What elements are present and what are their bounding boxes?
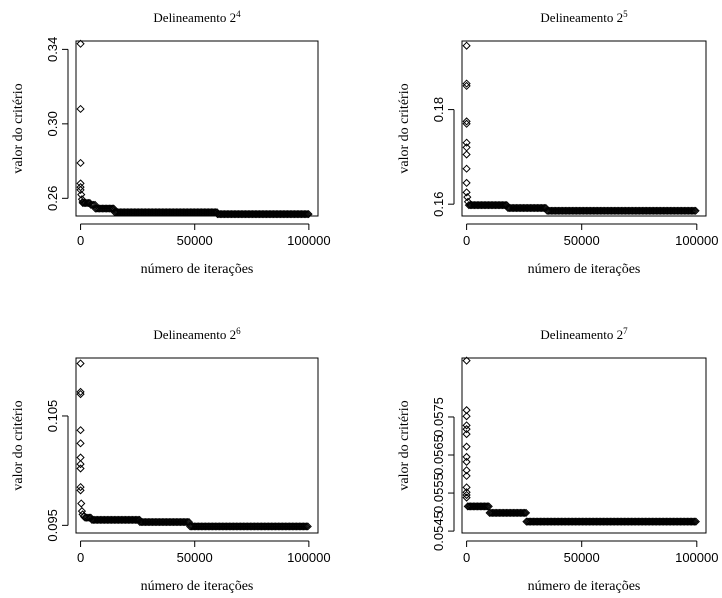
data-plateau xyxy=(505,205,550,212)
data-point xyxy=(463,144,470,151)
y-tick-label: 0.0555 xyxy=(431,473,446,513)
y-tick-label: 0.26 xyxy=(45,186,60,211)
x-tick-label: 0 xyxy=(77,233,84,248)
y-tick-label: 0.0575 xyxy=(431,397,446,437)
data-plateau xyxy=(111,209,220,216)
plot-frame xyxy=(462,41,706,216)
data-plateau xyxy=(89,516,143,523)
data-plateau xyxy=(464,503,492,510)
data-point xyxy=(463,42,470,49)
chart-panel-4: Delineamento 270 50000 1000000.05450.05550… xyxy=(397,326,718,594)
plot-frame xyxy=(76,41,318,216)
data-point xyxy=(78,500,85,507)
data-plateau xyxy=(486,509,529,516)
y-tick-label: 0.30 xyxy=(45,111,60,136)
x-tick-label: 0 xyxy=(463,550,470,565)
y-tick-label: 0.095 xyxy=(45,509,60,542)
x-tick-label: 50000 xyxy=(564,550,600,565)
y-axis-label: valor do critério xyxy=(397,83,412,173)
data-plateau xyxy=(214,211,312,218)
chart-title: Delineamento 26 xyxy=(153,326,241,342)
y-axis-label: valor do critério xyxy=(11,83,26,173)
chart-panel-1: Delineamento 24 0 50000 100000 0.26 0.30 0.34 n… xyxy=(11,9,331,277)
data-point xyxy=(463,139,470,146)
data-plateau xyxy=(544,207,699,214)
x-tick-label: 100000 xyxy=(287,550,330,565)
plot-frame xyxy=(462,358,706,533)
data-point xyxy=(463,454,470,461)
data-point xyxy=(77,454,84,461)
chart-title-text: Delineamento 2 xyxy=(540,10,623,25)
x-tick-label: 100000 xyxy=(675,550,718,565)
x-tick-label: 50000 xyxy=(177,550,213,565)
x-axis-label: número de iterações xyxy=(141,262,254,277)
x-axis-label: número de iterações xyxy=(528,579,641,594)
y-tick-label: 0.18 xyxy=(431,97,446,122)
data-point xyxy=(77,160,84,167)
data-point xyxy=(77,391,84,398)
data-point xyxy=(77,461,84,468)
x-tick-label: 100000 xyxy=(675,233,718,248)
y-tick-label: 0.0545 xyxy=(431,511,446,551)
data-point xyxy=(77,440,84,447)
x-axis-label: número de iterações xyxy=(528,262,641,277)
chart-title-text: Delineamento 2 xyxy=(153,10,236,25)
y-tick-label: 0.105 xyxy=(45,400,60,433)
data-point xyxy=(463,458,470,465)
data-point xyxy=(463,80,470,87)
data-point xyxy=(463,179,470,186)
data-point xyxy=(77,427,84,434)
y-axis-label: valor do critério xyxy=(11,400,26,490)
chart-panel-2: Delineamento 25 0 50000 100000 0.16 0.18 númer… xyxy=(397,9,718,277)
x-tick-label: 50000 xyxy=(564,233,600,248)
chart-title-exponent: 6 xyxy=(236,326,241,336)
data-point xyxy=(77,360,84,367)
y-tick-label: 0.16 xyxy=(431,192,446,217)
data-point xyxy=(463,165,470,172)
data-point xyxy=(77,465,84,472)
data-plateau xyxy=(187,523,311,530)
chart-title-exponent: 5 xyxy=(623,9,628,19)
chart-title-exponent: 4 xyxy=(236,9,241,19)
plot-frame xyxy=(76,358,318,533)
data-point xyxy=(77,389,84,396)
x-tick-label: 100000 xyxy=(287,233,330,248)
y-tick-label: 0.34 xyxy=(45,37,60,62)
chart-title-text: Delineamento 2 xyxy=(540,327,623,342)
data-point xyxy=(463,151,470,158)
chart-title: Delineamento 27 xyxy=(540,326,628,342)
data-point xyxy=(463,83,470,90)
x-tick-label: 0 xyxy=(77,550,84,565)
chart-title-exponent: 7 xyxy=(623,326,628,336)
data-point xyxy=(463,118,470,125)
chart-title-text: Delineamento 2 xyxy=(153,327,236,342)
data-point xyxy=(463,484,470,491)
data-point xyxy=(463,120,470,127)
data-point xyxy=(463,443,470,450)
chart-panel-3: Delineamento 26 0 50000 100000 0.095 0.105 núm… xyxy=(11,326,331,594)
data-point xyxy=(77,106,84,113)
data-plateau xyxy=(523,518,699,525)
y-axis-label: valor do critério xyxy=(397,400,412,490)
x-tick-label: 50000 xyxy=(177,233,213,248)
x-axis-label: número de iterações xyxy=(141,579,254,594)
data-plateau xyxy=(137,519,193,526)
chart-title: Delineamento 25 xyxy=(540,9,628,25)
data-point xyxy=(463,431,470,438)
data-point xyxy=(463,492,470,499)
x-tick-label: 0 xyxy=(463,233,470,248)
data-plateau xyxy=(466,202,511,209)
y-tick-label: 0.0565 xyxy=(431,435,446,475)
chart-title: Delineamento 24 xyxy=(153,9,241,25)
